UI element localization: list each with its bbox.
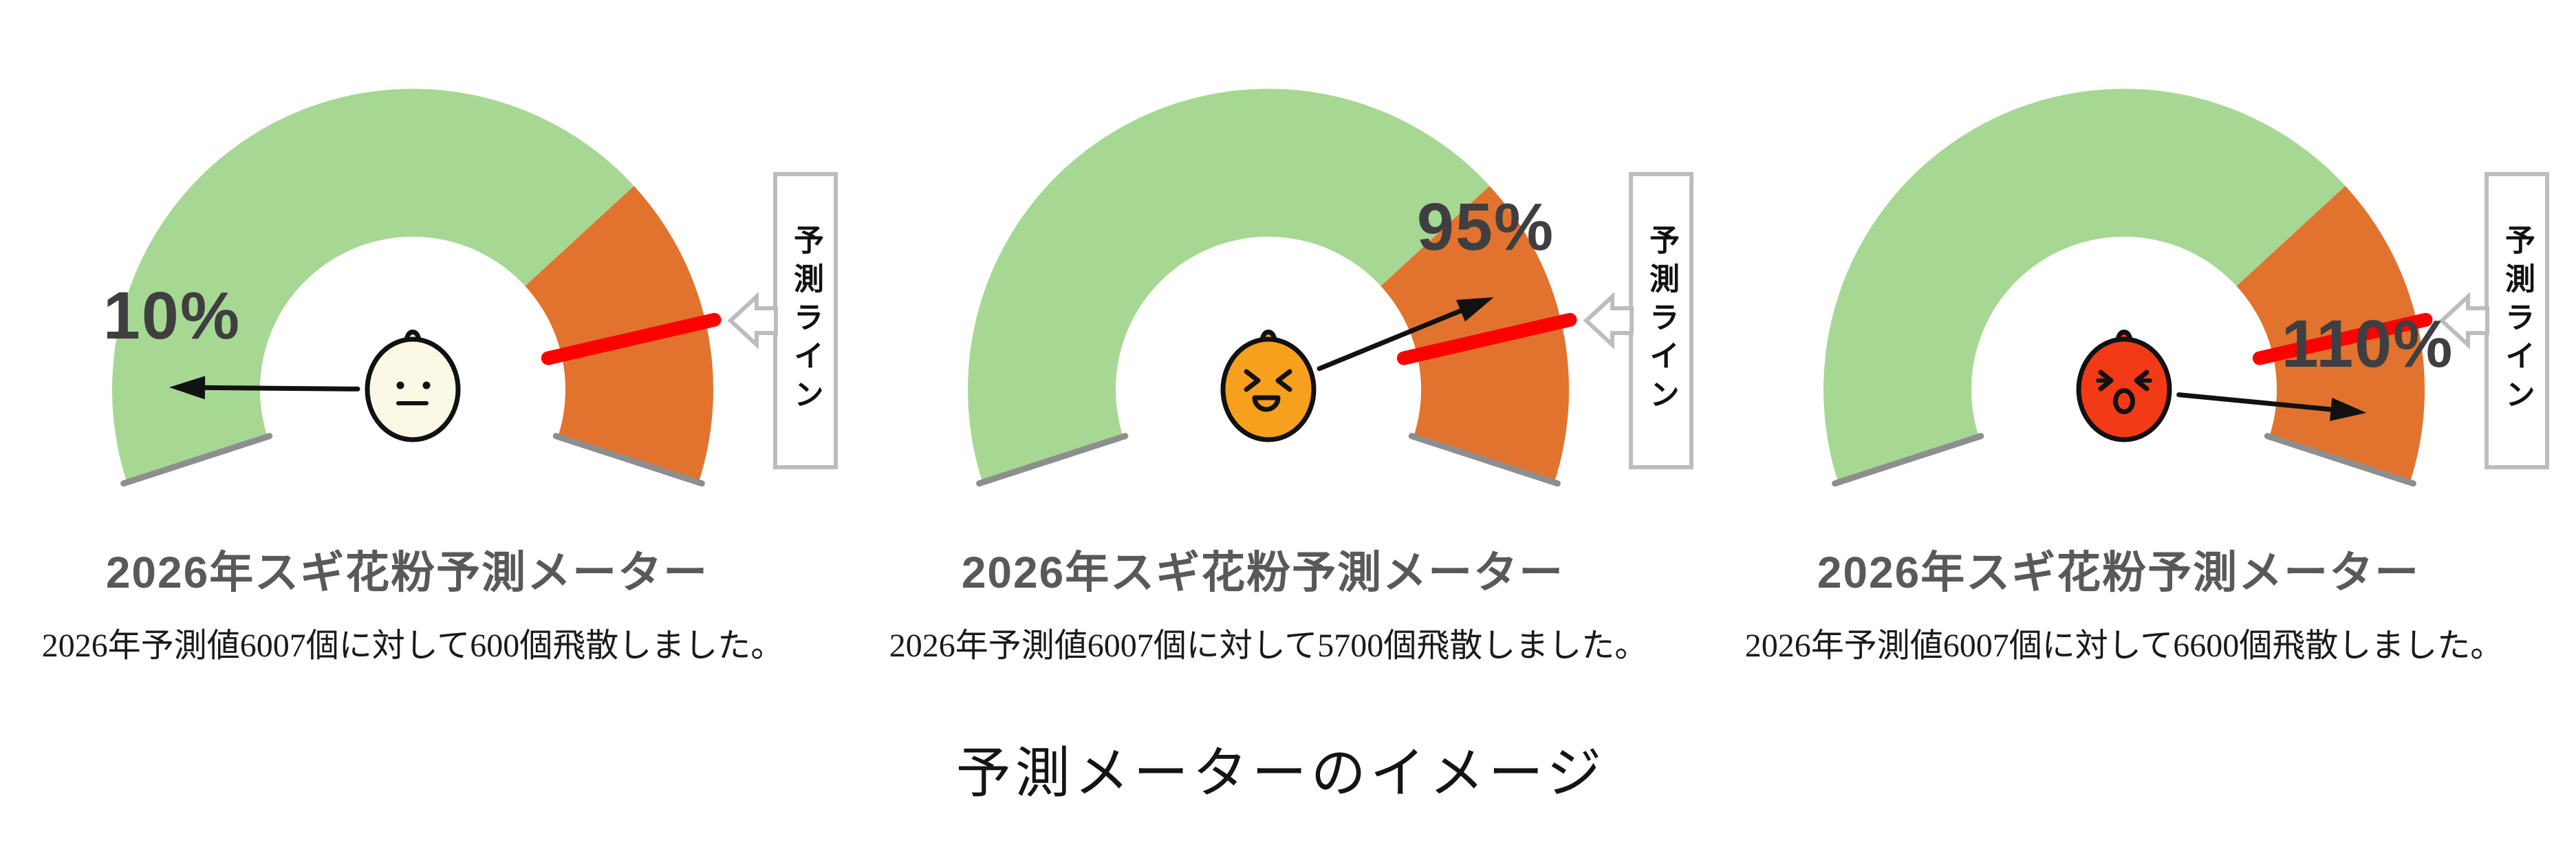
gauge-start-edge bbox=[120, 433, 273, 487]
gauge-3-percent-value: 110% bbox=[2281, 306, 2454, 381]
forecast-line-label: 予測ライン bbox=[2500, 224, 2534, 417]
face-head bbox=[365, 336, 461, 442]
gauge-start-edge bbox=[1832, 433, 1984, 487]
forecast-line-label: 予測ライン bbox=[1645, 224, 1678, 417]
forecast-line-label-box-2: 予測ライン bbox=[1629, 172, 1693, 469]
face-alert-icon bbox=[2076, 330, 2172, 442]
mouth-open bbox=[1252, 395, 1281, 412]
face-strained-icon bbox=[1220, 330, 1317, 442]
needle-shaft bbox=[2176, 392, 2339, 413]
face-sprout bbox=[404, 330, 422, 348]
mouth-shout bbox=[2113, 388, 2135, 414]
gauge-orange-zone bbox=[525, 186, 713, 483]
gauge-end-edge bbox=[552, 433, 705, 487]
gauge-3-title: 2026年スギ花粉予測メーター bbox=[1817, 548, 2421, 597]
gauge-2-title: 2026年スギ花粉予測メーター bbox=[961, 548, 1565, 597]
gauge-green-zone bbox=[968, 89, 1490, 483]
gauge-meter-3 bbox=[1823, 89, 2489, 487]
face-sprout bbox=[2115, 330, 2133, 348]
eye-left bbox=[396, 381, 404, 389]
page-caption: 予測メーターのイメージ bbox=[955, 742, 1606, 804]
eye-left-squeezed bbox=[2098, 370, 2114, 392]
gauge-meter-2 bbox=[968, 89, 1634, 487]
face-sprout bbox=[1259, 330, 1277, 348]
needle-arrowhead bbox=[169, 376, 206, 400]
forecast-line-label: 予測ライン bbox=[789, 224, 823, 417]
gauge-1-caption: 2026年予測値6007個に対して600個飛散しました。 bbox=[41, 628, 784, 664]
gauge-1-percent-value: 10% bbox=[102, 278, 241, 353]
gauge-3-caption: 2026年予測値6007個に対して6600個飛散しました。 bbox=[1744, 628, 2504, 664]
needle-arrowhead bbox=[1456, 297, 1494, 322]
gauge-end-edge bbox=[1408, 433, 1561, 487]
eye-right bbox=[422, 381, 431, 389]
forecast-line-pointer-arrow-icon bbox=[1583, 292, 1634, 350]
needle-shaft bbox=[197, 385, 360, 392]
gauge-end-edge bbox=[2264, 433, 2416, 487]
gauge-start-edge bbox=[976, 433, 1129, 487]
forecast-line-label-box-3: 予測ライン bbox=[2485, 172, 2549, 469]
face-neutral-icon bbox=[365, 330, 461, 442]
gauge-2-caption: 2026年予測値6007個に対して5700個飛散しました。 bbox=[889, 628, 1648, 664]
gauge-green-zone bbox=[1823, 89, 2346, 483]
eye-right-squeezed bbox=[2134, 370, 2150, 392]
eye-right-squeezed bbox=[1275, 369, 1292, 392]
needle-arrowhead bbox=[2329, 398, 2367, 421]
forecast-line-label-box-1: 予測ライン bbox=[773, 172, 838, 469]
face-head bbox=[2076, 336, 2172, 442]
forecast-line-red-tick bbox=[541, 312, 722, 365]
face-head bbox=[1220, 336, 1317, 442]
gauge-2-percent-value: 95% bbox=[1416, 189, 1555, 264]
forecast-line-pointer-arrow-icon bbox=[727, 292, 778, 350]
forecast-line-red-tick bbox=[1396, 312, 1577, 365]
eye-left-squeezed bbox=[1244, 369, 1261, 392]
gauge-1-title: 2026年スギ花粉予測メーター bbox=[105, 548, 709, 597]
needle-shaft bbox=[1317, 306, 1469, 372]
